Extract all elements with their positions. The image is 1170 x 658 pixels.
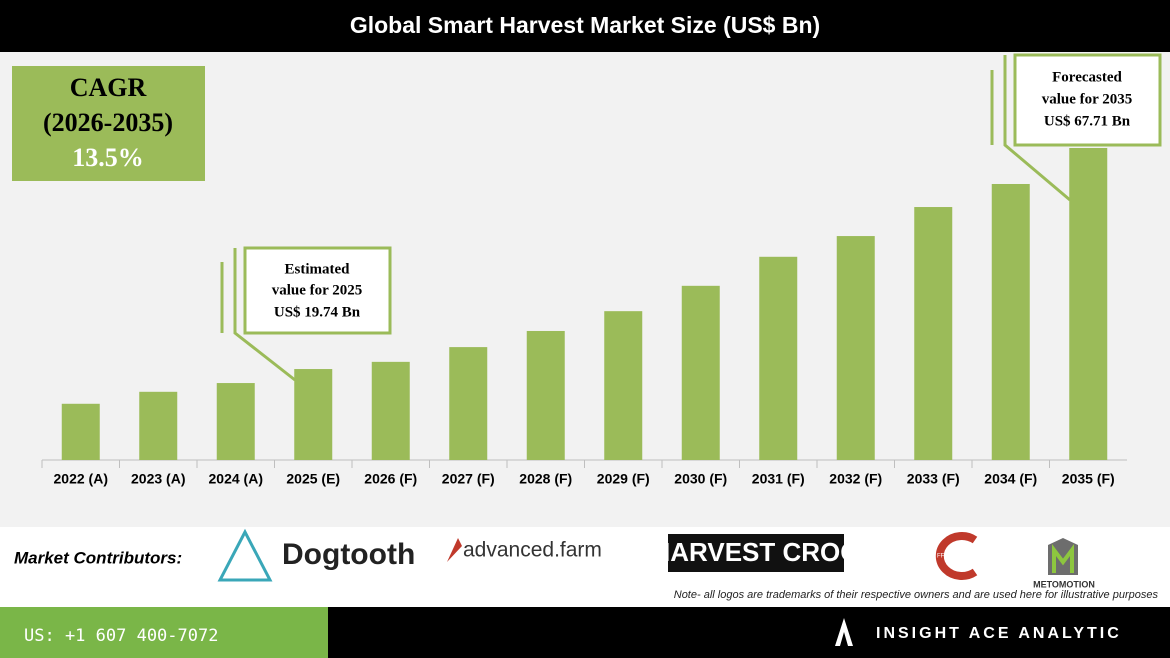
bar [216,383,255,460]
bar [61,403,100,460]
x-tick-label: 2027 (F) [442,471,495,487]
x-tick-label: 2024 (A) [209,471,263,487]
title-bar [0,0,1170,52]
footer-left [0,607,328,658]
x-tick-label: 2032 (F) [829,471,882,487]
logo-bg [668,534,844,572]
phone: US: +1 607 400-7072 [24,626,218,646]
x-tick-label: 2035 (F) [1062,471,1115,487]
bar [681,285,720,460]
annotation: US$ 19.74 Bn [274,304,361,320]
logo: advanced.farm [463,539,602,562]
note: Note- all logos are trademarks of their … [674,589,1159,601]
x-tick-label: 2033 (F) [907,471,960,487]
bar [526,330,565,460]
bar [604,311,643,460]
x-tick-label: 2029 (F) [597,471,650,487]
bar [836,236,875,460]
x-tick-label: 2034 (F) [984,471,1037,487]
cagr-value: 13.5% [72,143,144,172]
bar [449,347,488,460]
bar [371,361,410,460]
logo-icon [1052,544,1074,573]
cagr-box [12,66,205,181]
chart-title: Global Smart Harvest Market Size (US$ Bn… [350,12,820,38]
cagr-period: (2026-2035) [43,108,173,137]
x-tick-label: 2023 (A) [131,471,185,487]
footer-right [328,607,1170,658]
x-tick-label: 2025 (E) [286,471,340,487]
callout-box [243,246,392,335]
logo: METOMOTION [1033,579,1095,589]
x-tick-label: 2028 (F) [519,471,572,487]
contributors-heading: Market Contributors: [14,548,182,567]
annotation: Forecasted [1052,69,1122,85]
callout-box [1013,53,1162,147]
bar [1069,148,1108,460]
bar [759,256,798,460]
logo: Dogtooth [282,538,415,571]
annotation: Estimated [285,261,351,277]
bar [914,207,953,460]
logo-icon [217,528,273,582]
logo-icon [935,532,978,580]
logo-icon [447,538,462,562]
annotation: US$ 67.71 Bn [1044,113,1131,129]
callout-lines [220,55,1071,382]
bar [991,183,1030,460]
x-tick-label: 2031 (F) [752,471,805,487]
bar [294,369,333,460]
brand-icon [835,618,853,646]
annotation: value for 2025 [272,282,363,298]
annotation: value for 2035 [1042,91,1133,107]
x-tick-label: 2026 (F) [364,471,417,487]
x-tick-label: 2022 (A) [54,471,108,487]
x-tick-label: 2030 (F) [674,471,727,487]
logo: HARVEST CROO [652,537,861,567]
cagr-label: CAGR [70,73,147,102]
bar [139,391,178,460]
brand: INSIGHT ACE ANALYTIC [876,625,1122,642]
logo: FF Robotics [937,554,969,560]
